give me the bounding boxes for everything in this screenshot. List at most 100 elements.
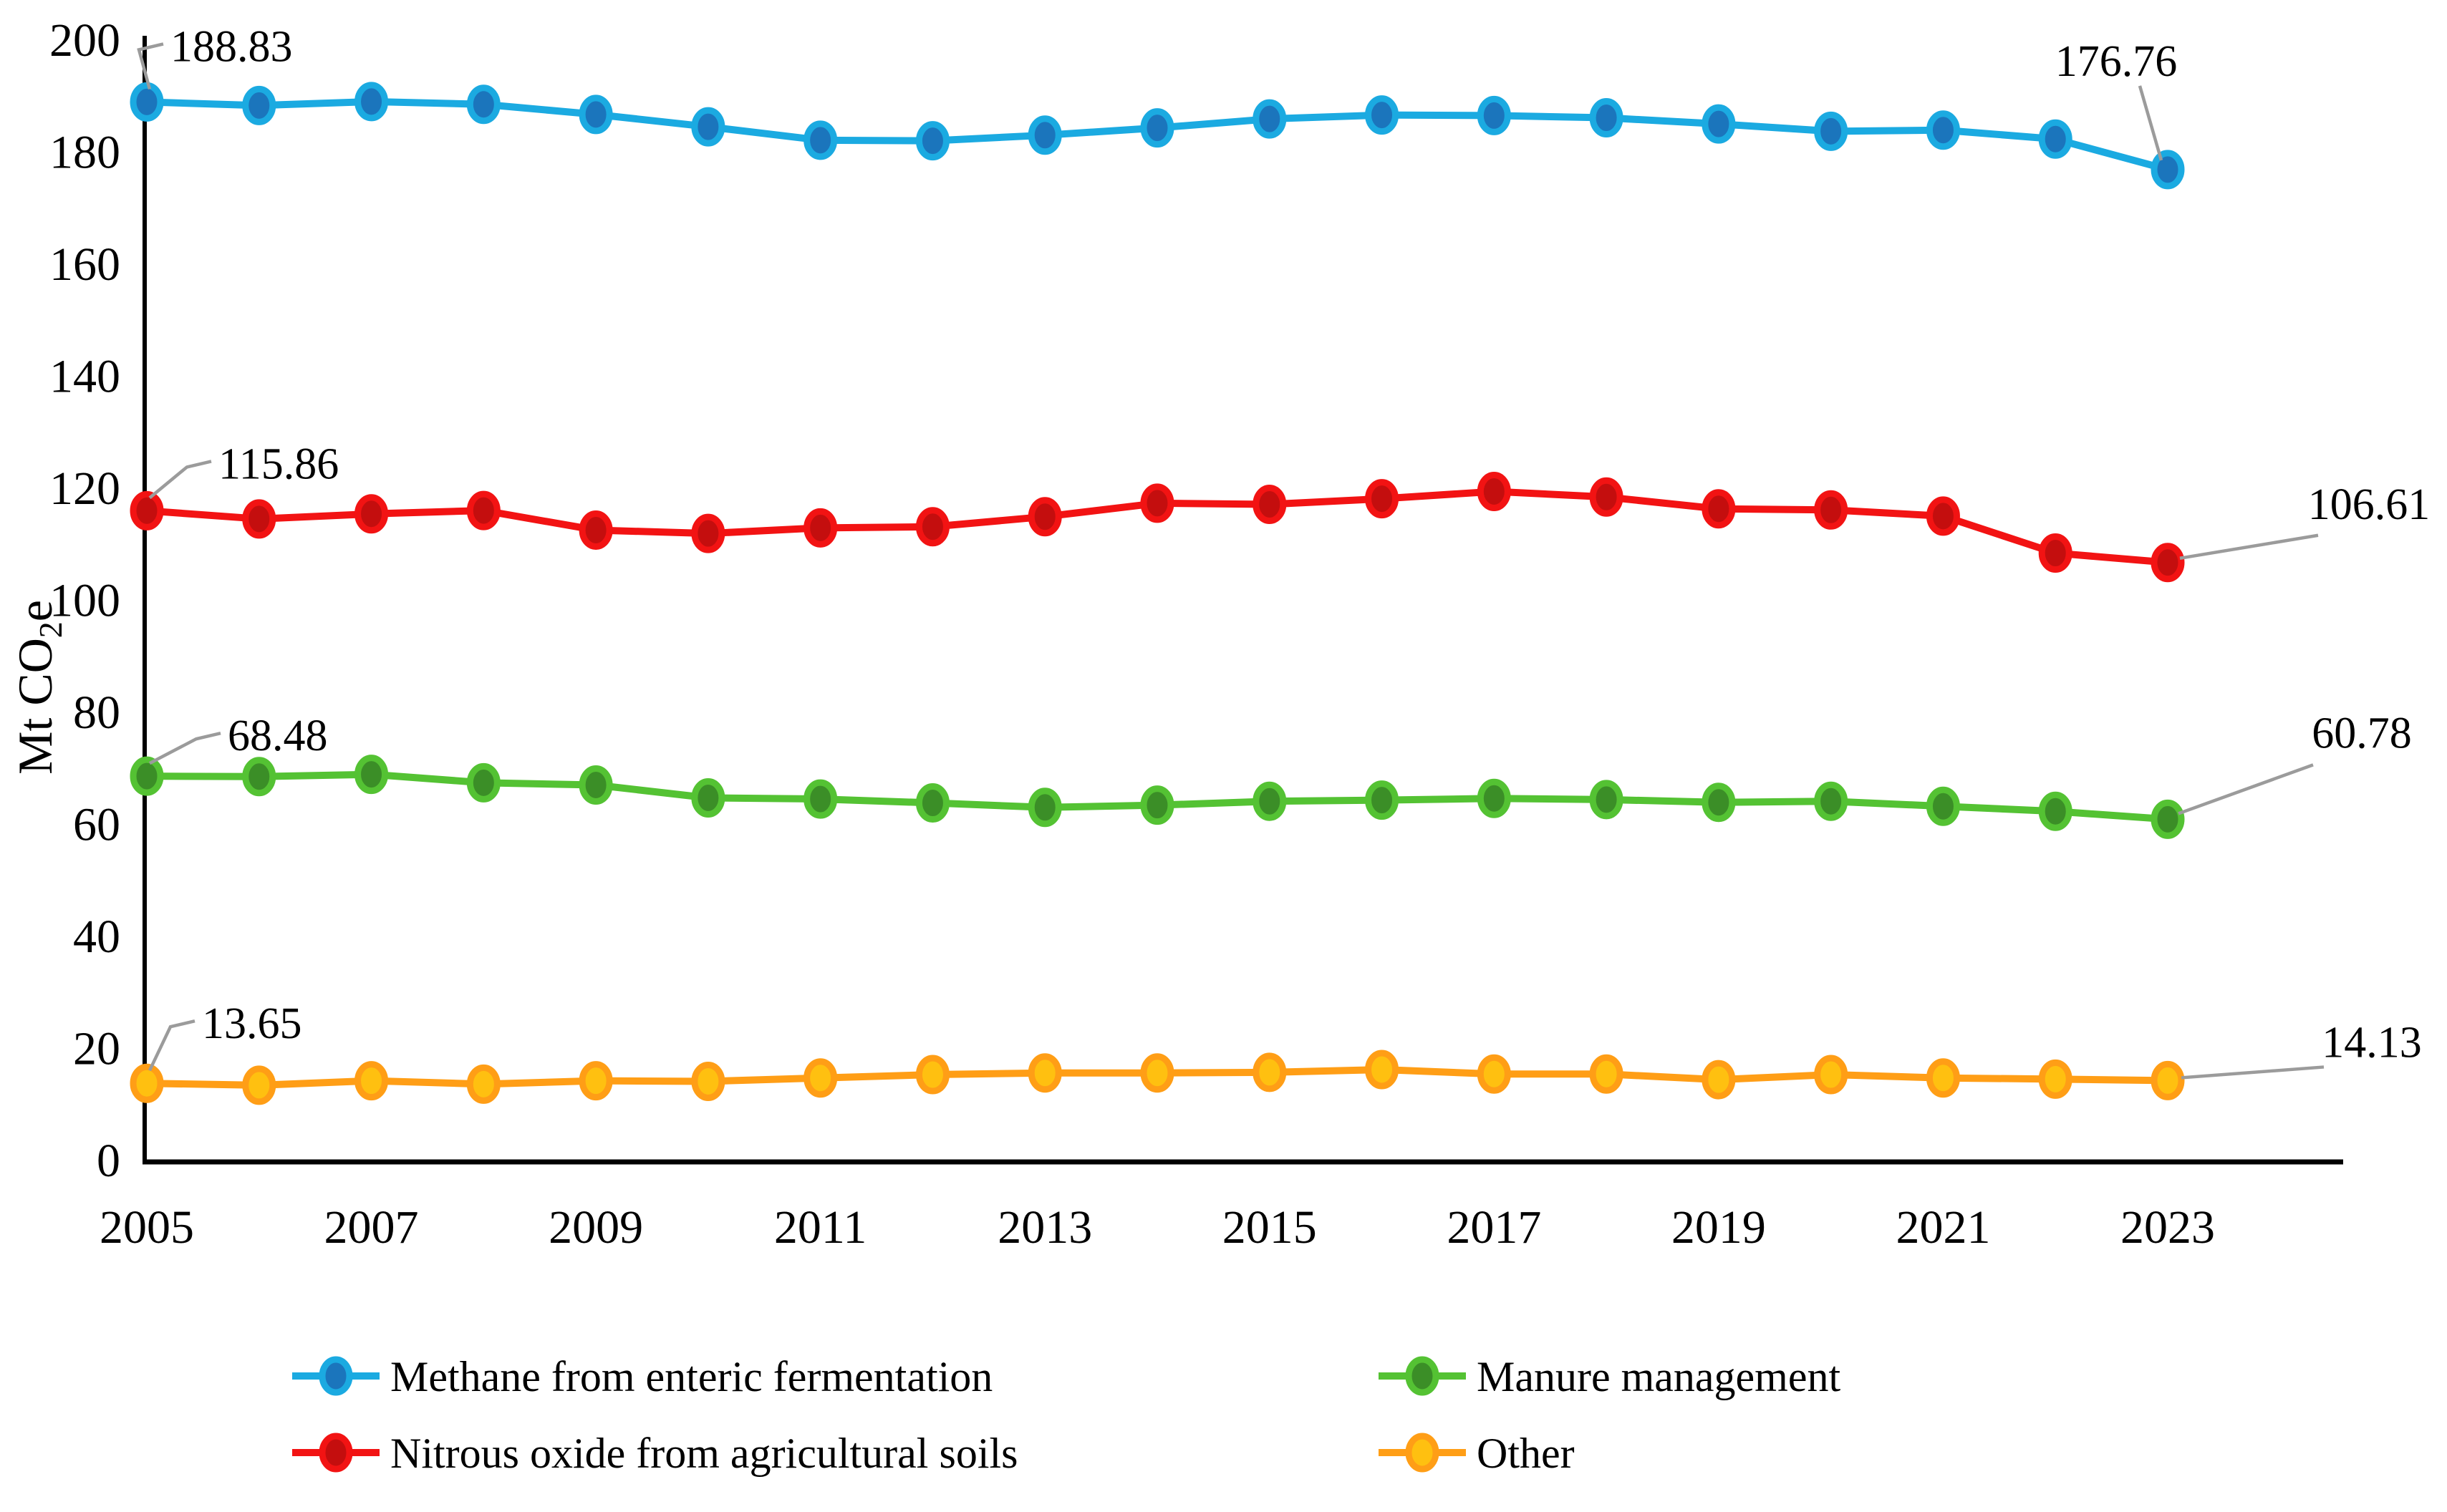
data-point [1140,1053,1174,1093]
data-point [1477,95,1511,135]
x-axis-tick-label: 2015 [1222,1201,1317,1254]
data-point [1140,785,1174,825]
data-point [466,1064,501,1104]
legend-marker-icon [319,1356,353,1396]
data-point [130,82,164,122]
data-point [354,755,389,795]
data-point [1253,99,1287,139]
data-point [1140,108,1174,148]
data-point [1028,115,1062,155]
data-point [579,1061,613,1101]
y-axis-tick-label: 20 [73,1023,120,1075]
data-label-last: 60.78 [2312,709,2412,757]
data-point [579,765,613,805]
leader-line [2138,85,2163,161]
x-axis-tick-label: 2007 [324,1201,419,1254]
data-point [354,1061,389,1101]
data-point [242,757,276,797]
data-point [1702,489,1736,529]
data-point [1365,95,1399,135]
leader-line [137,42,164,89]
x-axis-tick-label: 2021 [1896,1201,1990,1254]
legend-item: Manure management [1379,1353,1840,1400]
data-point [803,779,838,819]
x-axis-tick-label: 2011 [774,1201,867,1254]
data-point [1028,788,1062,828]
data-point [691,778,725,818]
data-point [1814,781,1848,821]
data-point [242,499,276,539]
data-point [2038,791,2072,831]
legend-marker-icon [1405,1433,1439,1473]
data-point [1814,1055,1848,1095]
data-label-last: 14.13 [2322,1018,2422,1067]
data-point [1028,497,1062,537]
data-point [1253,484,1287,524]
data-point [1926,1058,1960,1098]
data-point [130,490,164,530]
data-point [1814,111,1848,151]
legend-label: Nitrous oxide from agricultural soils [390,1430,1018,1477]
data-point [1926,110,1960,150]
y-axis-tick-label: 60 [73,799,120,851]
data-point [1477,471,1511,511]
data-point [915,783,950,823]
data-label-first: 13.65 [202,999,302,1048]
leader-line [2178,763,2314,815]
legend-marker-icon [319,1433,353,1473]
data-point [1702,104,1736,144]
leader-line [148,731,221,765]
legend-label: Methane from enteric fermentation [390,1353,993,1400]
data-point [2151,799,2185,839]
data-point [466,762,501,803]
x-axis-tick-label: 2023 [2120,1201,2215,1254]
data-point [2151,543,2185,583]
data-point [1028,1053,1062,1093]
y-axis-title: Mt CO2e [8,600,69,775]
data-label-last: 176.76 [2055,37,2178,86]
legend-marker-icon [1405,1356,1439,1396]
data-point [915,1055,950,1095]
data-point [691,1061,725,1101]
data-point [1253,781,1287,821]
data-point [2038,1059,2072,1099]
y-axis-tick-label: 100 [49,575,120,627]
data-point [803,508,838,548]
data-point [354,494,389,534]
data-point [1589,477,1623,517]
x-axis-tick-label: 2019 [1671,1201,1766,1254]
legend-item: Methane from enteric fermentation [292,1353,993,1400]
data-point [466,84,501,125]
data-point [2038,533,2072,573]
data-point [1365,780,1399,820]
leader-line [2181,1065,2325,1080]
data-point [915,121,950,161]
data-point [1702,1060,1736,1100]
x-axis-tick-label: 2017 [1447,1201,1541,1254]
y-axis-tick-label: 140 [49,351,120,403]
data-point [130,1063,164,1103]
data-label-first: 68.48 [228,712,328,760]
data-point [242,1065,276,1105]
y-axis-tick-label: 0 [97,1135,120,1187]
legend-label: Manure management [1477,1353,1840,1400]
leader-line [2179,533,2319,560]
x-axis-tick-label: 2009 [549,1201,643,1254]
x-axis-tick-label: 2013 [998,1201,1092,1254]
legend-label: Other [1477,1430,1575,1477]
data-point [803,120,838,160]
y-axis-tick-label: 160 [49,238,120,291]
data-point [1140,483,1174,523]
data-point [691,513,725,553]
data-point [1365,1050,1399,1090]
data-label-first: 188.83 [170,22,293,71]
data-point [579,94,613,135]
data-point [1589,98,1623,138]
data-point [691,107,725,147]
leader-line [148,1019,196,1072]
y-axis-tick-label: 40 [73,911,120,963]
y-axis-tick-label: 80 [73,687,120,739]
data-point [1814,490,1848,530]
